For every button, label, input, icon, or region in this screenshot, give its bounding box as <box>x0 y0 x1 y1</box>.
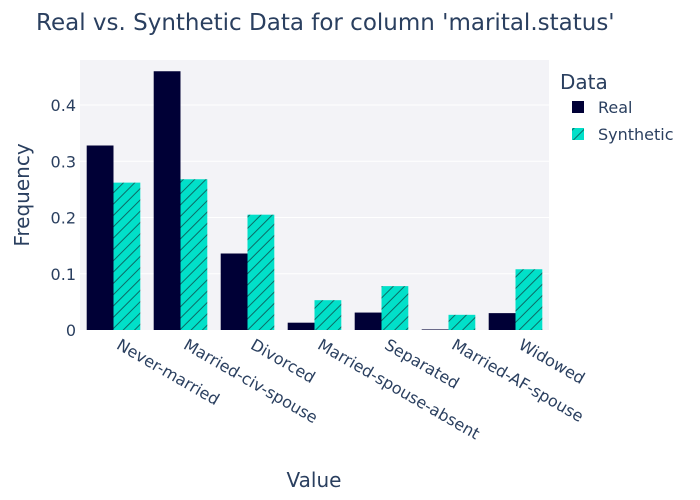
x-axis-title: Value <box>287 468 342 492</box>
bar-synthetic-married-civ-spouse <box>180 179 208 330</box>
bars <box>86 71 543 330</box>
bar-synthetic-separated <box>381 286 409 330</box>
y-axis-ticks: 0 0.1 0.2 0.3 0.4 <box>51 96 76 340</box>
plot-area <box>80 60 549 330</box>
y-tick-label: 0 <box>66 321 76 340</box>
bar-real-never-married <box>86 145 114 330</box>
bar-synthetic-never-married <box>113 182 141 330</box>
bar-synthetic-married-af-spouse <box>448 314 476 330</box>
legend: Data Real Synthetic <box>560 70 674 144</box>
bar-real-married-civ-spouse <box>153 71 181 330</box>
legend-swatch-synthetic <box>572 128 584 140</box>
legend-label-synthetic: Synthetic <box>598 125 674 144</box>
bar-real-widowed <box>488 313 516 330</box>
bar-real-married-af-spouse <box>421 329 449 330</box>
bar-real-married-spouse-absent <box>287 322 315 330</box>
bar-synthetic-married-spouse-absent <box>314 300 342 330</box>
x-axis-ticks: Never-marriedMarried-civ-spouseDivorcedM… <box>114 335 589 443</box>
bar-real-separated <box>354 312 382 330</box>
y-tick-label: 0.4 <box>51 96 76 115</box>
legend-title: Data <box>560 70 608 94</box>
chart-title: Real vs. Synthetic Data for column 'mari… <box>36 10 615 36</box>
bar-synthetic-divorced <box>247 214 275 330</box>
legend-label-real: Real <box>598 98 633 117</box>
legend-swatch-real <box>572 101 584 113</box>
bar-real-divorced <box>220 253 248 330</box>
y-axis-title: Frequency <box>10 143 34 246</box>
y-tick-label: 0.3 <box>51 152 76 171</box>
y-tick-label: 0.2 <box>51 209 76 228</box>
y-tick-label: 0.1 <box>51 265 76 284</box>
bar-synthetic-widowed <box>515 269 543 330</box>
